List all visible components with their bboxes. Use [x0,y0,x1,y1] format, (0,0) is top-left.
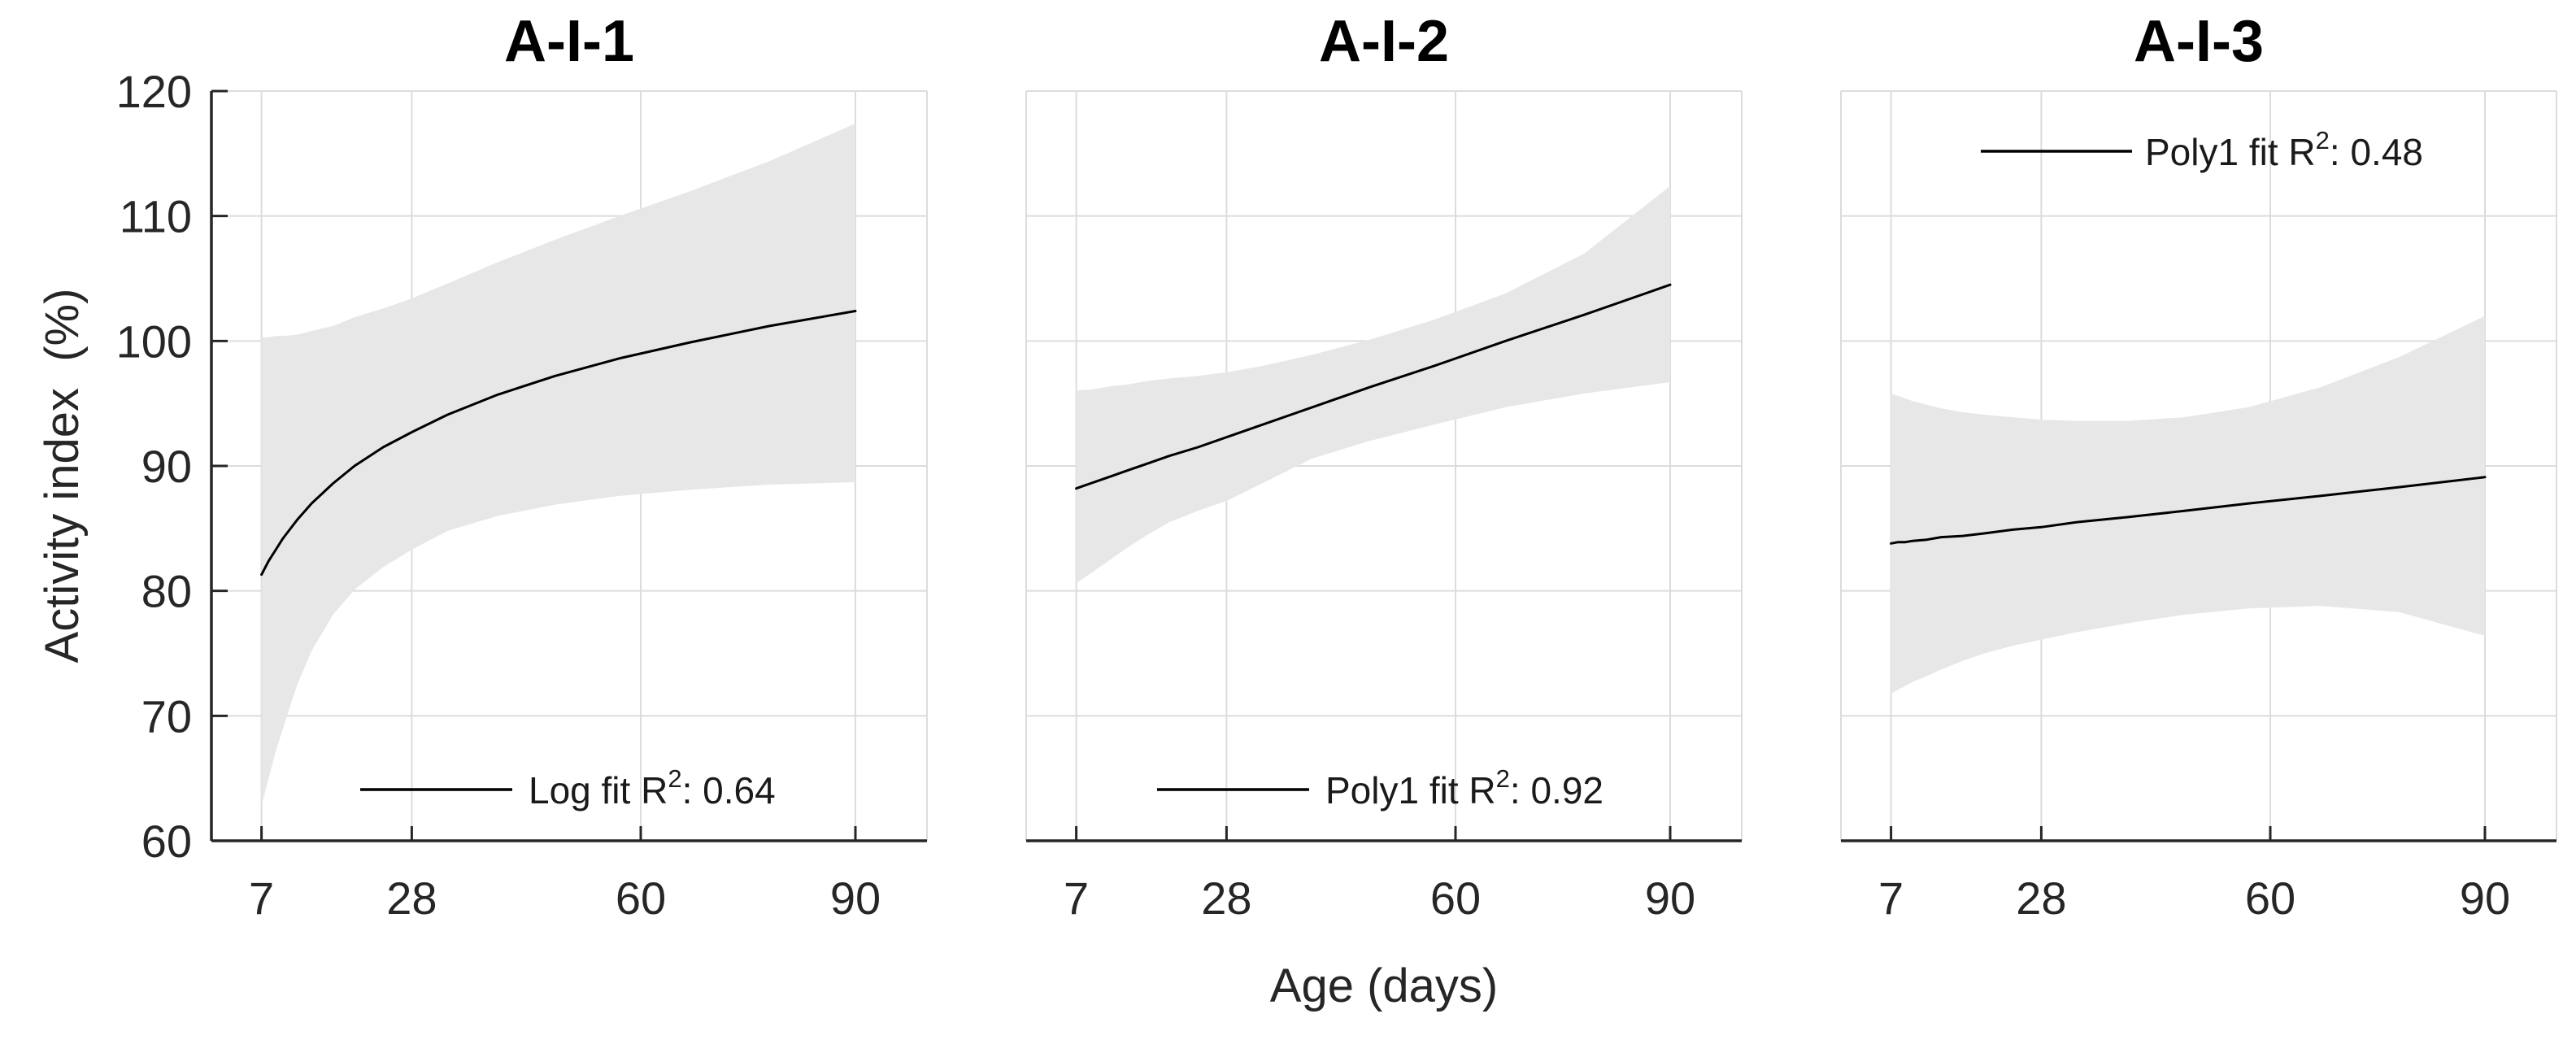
y-tick-label: 90 [141,441,192,492]
x-tick-label: 90 [2460,872,2510,924]
legend-label: Log fit R2: 0.64 [529,764,776,812]
x-tick-label: 90 [830,872,881,924]
tick-labels-group: 7 28 60 90 60 70 80 90 100 110 120 [116,66,881,924]
legend-label: Poly1 fit R2: 0.92 [1325,764,1603,812]
subplot-title: A-I-2 [1319,9,1449,74]
subplot-a-i-1: 7 28 60 90 60 70 80 90 100 110 120 A-I-1 Log fit R… [116,9,928,924]
confidence-band [261,124,856,806]
x-tick-label: 60 [616,872,666,924]
x-tick-label: 60 [1430,872,1481,924]
fit-line [1075,283,1672,490]
y-tick-label: 60 [141,816,192,867]
subplot-title: A-I-1 [504,9,634,74]
subplot-a-i-3: 7 28 60 90 A-I-3 Poly1 fit R2: 0.48 [1840,9,2557,924]
x-tick-label: 90 [1645,872,1695,924]
y-axis-label: Activity index (%) [36,289,89,664]
y-tick-label: 110 [120,191,192,242]
legend: Log fit R2: 0.64 [360,764,776,812]
fit-line [260,310,857,577]
x-tick-label: 28 [386,872,437,924]
y-tick-label: 80 [141,566,192,617]
x-tick-label: 7 [1878,872,1904,924]
x-tick-label: 60 [2245,872,2295,924]
x-tick-label: 7 [1064,872,1089,924]
axes-group [210,89,927,842]
tick-labels-group: 7 28 60 90 [1878,872,2510,924]
y-tick-label: 120 [116,66,192,117]
y-tick-label: 100 [116,315,192,367]
x-tick-label: 28 [1201,872,1251,924]
x-axis-label: Age (days) [1270,959,1498,1012]
y-tick-label: 70 [141,690,192,742]
axes-group [1026,826,1742,842]
axes-group [1841,826,2556,842]
tick-labels-group: 7 28 60 90 [1064,872,1695,924]
confidence-band [1076,185,1670,584]
subplot-a-i-2: 7 28 60 90 A-I-2 Poly1 fit R2: 0.92 [1025,9,1743,924]
legend: Poly1 fit R2: 0.48 [1981,126,2423,173]
x-tick-label: 7 [249,872,274,924]
fit-line [1890,476,2487,545]
legend-label: Poly1 fit R2: 0.48 [2145,126,2423,173]
subplot-title: A-I-3 [2134,9,2264,74]
x-tick-label: 28 [2016,872,2066,924]
legend: Poly1 fit R2: 0.92 [1157,764,1603,812]
confidence-band [1891,315,2485,694]
